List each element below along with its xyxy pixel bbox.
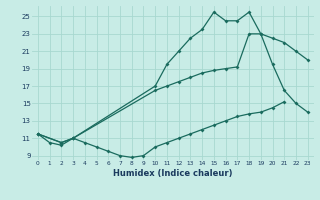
X-axis label: Humidex (Indice chaleur): Humidex (Indice chaleur): [113, 169, 233, 178]
